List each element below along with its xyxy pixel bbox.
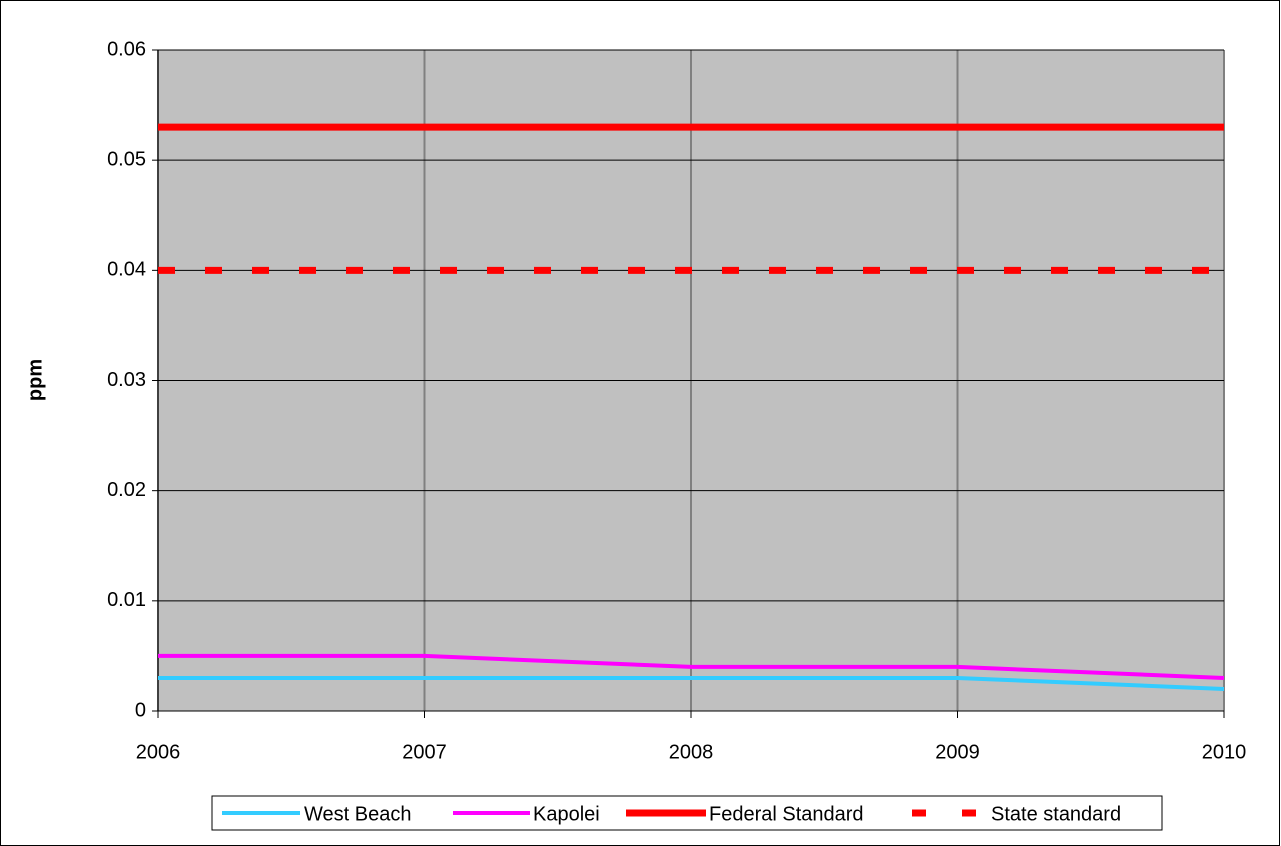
series-line (158, 675, 1225, 691)
x-tick-label: 2009 (935, 741, 980, 763)
y-tick-label: 0.02 (107, 479, 146, 501)
legend-label: Kapolei (533, 803, 600, 825)
y-tick-label: 0 (135, 699, 146, 721)
y-tick-label: 0.04 (107, 259, 146, 281)
y-tick-label: 0.01 (107, 589, 146, 611)
x-tick-label: 2010 (1202, 741, 1247, 763)
x-tick-label: 2006 (136, 741, 181, 763)
y-axis-label: ppm (24, 359, 46, 401)
legend-label: Federal Standard (709, 803, 864, 825)
series-line (158, 653, 1225, 680)
legend-label: State standard (991, 803, 1121, 825)
x-tick-label: 2007 (402, 741, 447, 763)
y-tick-label: 0.05 (107, 148, 146, 170)
y-tick-label: 0.06 (107, 38, 146, 60)
y-tick-label: 0.03 (107, 369, 146, 391)
x-tick-label: 2008 (669, 741, 714, 763)
legend-label: West Beach (304, 803, 411, 825)
